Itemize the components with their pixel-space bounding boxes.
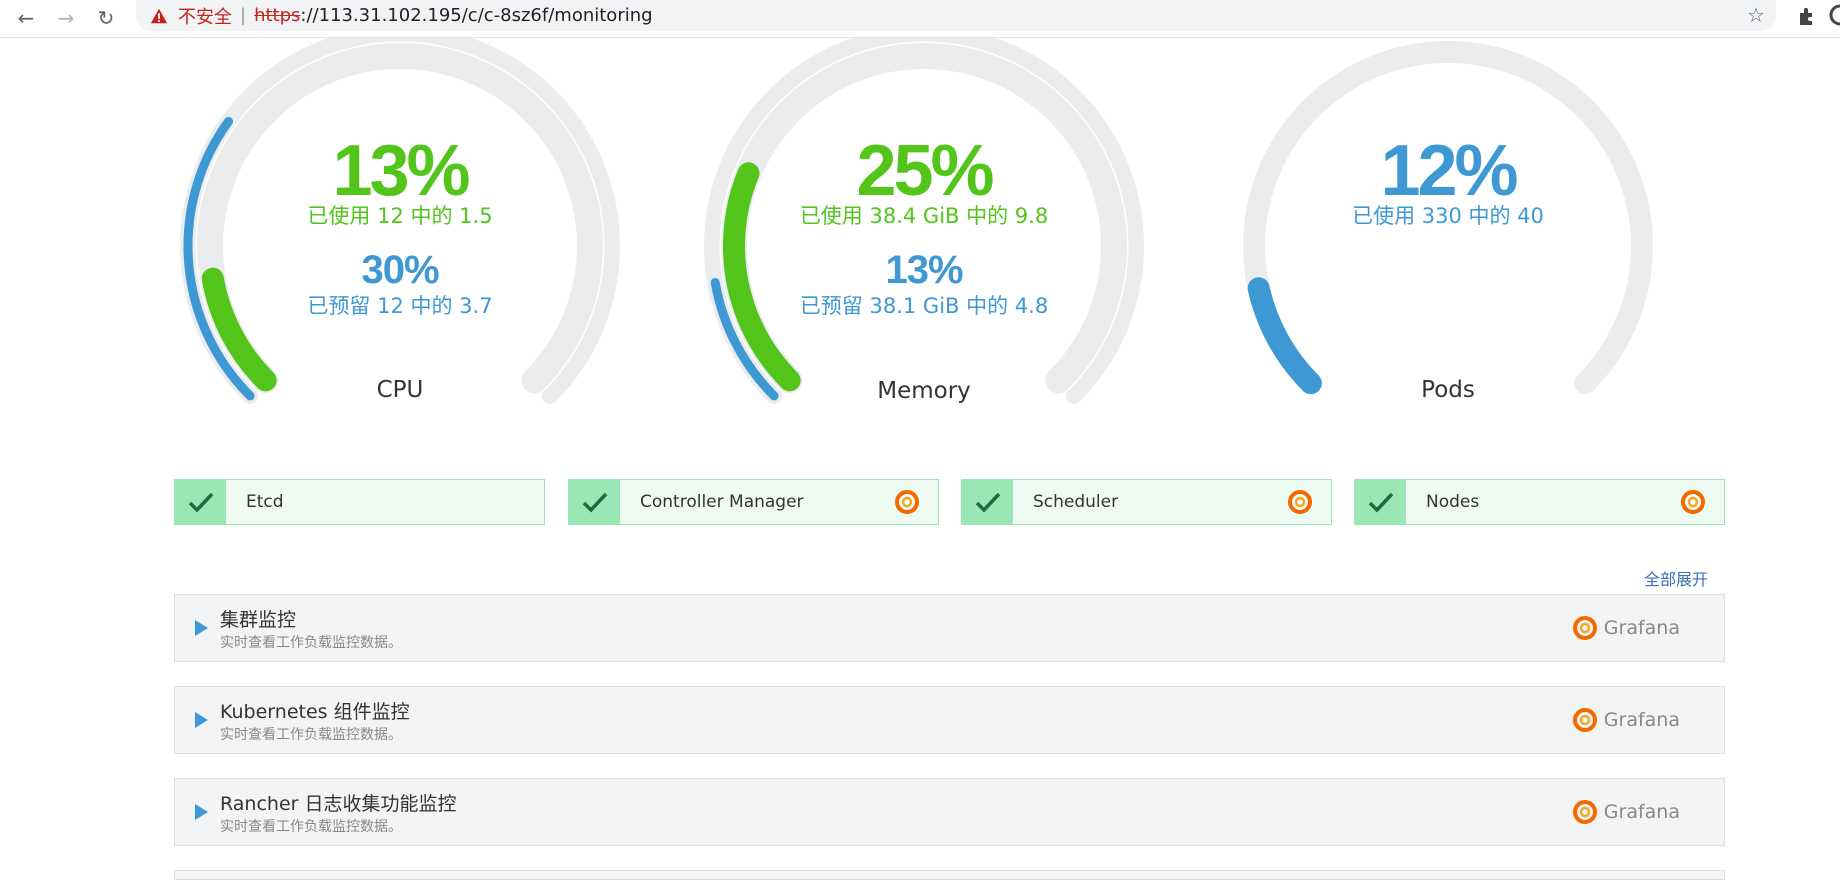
expand-all-link[interactable]: 全部展开 bbox=[1644, 570, 1709, 589]
status-scheduler: Scheduler bbox=[961, 479, 1332, 525]
grafana-icon bbox=[1572, 616, 1597, 640]
browser-toolbar: ← → ↻ 不安全 | https ://113.31.102.195/c/c-… bbox=[0, 0, 1840, 38]
grafana-icon[interactable] bbox=[894, 489, 920, 515]
status-nodes: Nodes bbox=[1354, 479, 1725, 525]
panel-title: 集群监控 bbox=[220, 609, 297, 631]
memory-used-arc bbox=[723, 162, 801, 392]
panel-description: 实时查看工作负载监控数据。 bbox=[220, 635, 402, 651]
memory-gauge-label: Memory bbox=[877, 378, 971, 404]
panel-kubernetes-components[interactable]: Kubernetes 组件监控 实时查看工作负载监控数据。 Grafana bbox=[174, 686, 1725, 754]
panel-description: 实时查看工作负载监控数据。 bbox=[220, 727, 402, 743]
back-icon[interactable]: ← bbox=[17, 6, 35, 30]
memory-used-percent: 25% bbox=[856, 131, 994, 211]
pods-gauge-chart bbox=[1243, 41, 1653, 395]
status-etcd: Etcd bbox=[174, 479, 545, 525]
pods-gauge-label: Pods bbox=[1421, 377, 1475, 403]
memory-gauge: 25% 已使用 38.4 GiB 中的 9.8 13% 已预留 38.1 GiB… bbox=[684, 38, 1164, 418]
status-label: Etcd bbox=[246, 492, 284, 512]
cpu-gauge-label: CPU bbox=[376, 377, 424, 403]
status-label: Nodes bbox=[1426, 492, 1480, 512]
pods-used-arc bbox=[1247, 277, 1322, 395]
cpu-reserved-text: 已预留 12 中的 3.7 bbox=[307, 294, 493, 318]
extensions-icon[interactable] bbox=[1796, 4, 1820, 28]
cpu-reserved-arc bbox=[183, 116, 255, 401]
panel-title: Kubernetes 组件监控 bbox=[220, 701, 410, 723]
grafana-link[interactable]: Grafana bbox=[1572, 707, 1680, 733]
warning-icon bbox=[150, 8, 168, 23]
grafana-icon bbox=[1572, 708, 1597, 732]
memory-gauge-chart bbox=[704, 38, 1144, 404]
expand-arrow-icon[interactable] bbox=[195, 712, 208, 728]
memory-reserved-percent: 13% bbox=[885, 248, 963, 292]
url-scheme: https bbox=[254, 5, 301, 26]
memory-reserved-arc bbox=[710, 277, 779, 401]
pods-used-percent: 12% bbox=[1380, 131, 1518, 211]
check-icon bbox=[569, 480, 620, 524]
pods-gauge: 12% 已使用 330 中的 40 Pods bbox=[1208, 38, 1688, 418]
expand-arrow-icon[interactable] bbox=[195, 620, 208, 636]
cpu-gauge: 13% 已使用 12 中的 1.5 30% 已预留 12 中的 3.7 CPU bbox=[160, 38, 640, 418]
cpu-reserved-percent: 30% bbox=[361, 248, 439, 292]
pods-used-text: 已使用 330 中的 40 bbox=[1352, 204, 1544, 228]
cpu-gauge-chart bbox=[180, 38, 620, 404]
grafana-link-label: Grafana bbox=[1603, 709, 1680, 731]
memory-reserved-text: 已预留 38.1 GiB 中的 4.8 bbox=[799, 294, 1049, 318]
grafana-link[interactable]: Grafana bbox=[1572, 799, 1680, 825]
separator: | bbox=[240, 5, 247, 26]
check-icon bbox=[175, 480, 226, 524]
panel-description: 实时查看工作负载监控数据。 bbox=[220, 819, 402, 835]
grafana-link-label: Grafana bbox=[1603, 617, 1680, 639]
grafana-icon[interactable] bbox=[1287, 489, 1313, 515]
cpu-used-text: 已使用 12 中的 1.5 bbox=[307, 204, 493, 228]
not-secure-label: 不安全 bbox=[178, 6, 232, 28]
grafana-link-label: Grafana bbox=[1603, 801, 1680, 823]
check-icon bbox=[1355, 480, 1406, 524]
status-label: Controller Manager bbox=[640, 492, 804, 512]
cpu-used-arc bbox=[201, 267, 277, 392]
reload-icon[interactable]: ↻ bbox=[97, 6, 115, 30]
forward-icon[interactable]: → bbox=[57, 6, 75, 30]
profile-icon[interactable] bbox=[1828, 3, 1840, 27]
status-label: Scheduler bbox=[1033, 492, 1119, 512]
grafana-icon[interactable] bbox=[1680, 489, 1706, 515]
bookmark-star-icon[interactable]: ☆ bbox=[1747, 3, 1765, 27]
panel-rancher-logging[interactable]: Rancher 日志收集功能监控 实时查看工作负载监控数据。 Grafana bbox=[174, 778, 1725, 846]
panel-cluster-monitoring[interactable]: 集群监控 实时查看工作负载监控数据。 Grafana bbox=[174, 594, 1725, 662]
panel-title: Rancher 日志收集功能监控 bbox=[220, 793, 457, 815]
pods-track bbox=[1243, 41, 1653, 395]
grafana-icon bbox=[1572, 800, 1597, 824]
status-controller-manager: Controller Manager bbox=[568, 479, 939, 525]
url-text: ://113.31.102.195/c/c-8sz6f/monitoring bbox=[300, 5, 653, 26]
memory-reserved-track bbox=[704, 38, 1144, 404]
cpu-used-track bbox=[197, 43, 603, 394]
check-icon bbox=[962, 480, 1013, 524]
panel-partial bbox=[174, 870, 1725, 880]
address-bar[interactable]: 不安全 | https ://113.31.102.195/c/c-8sz6f/… bbox=[136, 0, 1776, 31]
cpu-used-percent: 13% bbox=[332, 131, 470, 211]
expand-arrow-icon[interactable] bbox=[195, 804, 208, 820]
grafana-link[interactable]: Grafana bbox=[1572, 615, 1680, 641]
memory-used-text: 已使用 38.4 GiB 中的 9.8 bbox=[799, 204, 1049, 228]
